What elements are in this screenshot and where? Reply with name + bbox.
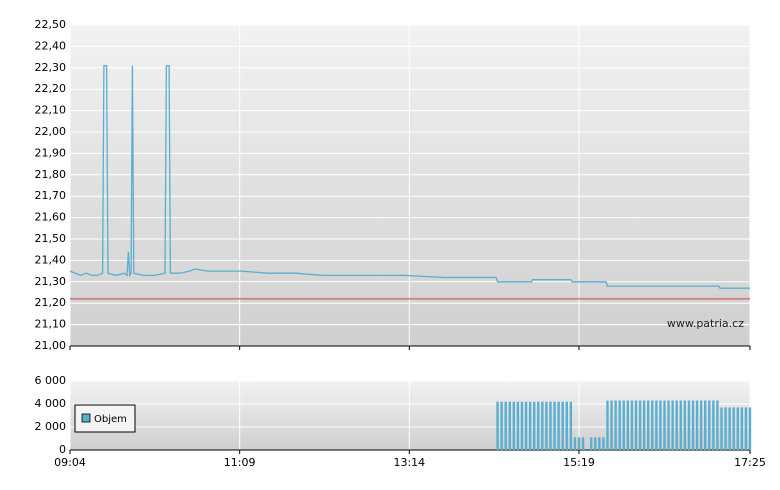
volume-bar xyxy=(537,401,540,450)
y-tick-label: 22,30 xyxy=(35,61,67,74)
volume-bar xyxy=(524,401,528,450)
volume-bar xyxy=(647,400,650,450)
volume-bar xyxy=(651,400,654,450)
volume-bar xyxy=(557,401,560,450)
volume-bar xyxy=(532,401,536,450)
volume-bar xyxy=(687,400,691,450)
price-line xyxy=(69,65,750,289)
volume-bar xyxy=(589,437,593,450)
volume-bar xyxy=(744,407,748,450)
volume-bar xyxy=(724,407,727,450)
y-tick-label: 22,10 xyxy=(35,104,67,117)
legend-swatch xyxy=(81,413,91,423)
volume-bar xyxy=(561,401,564,450)
y-tick-label: 22,00 xyxy=(35,125,67,138)
x-tick-label: 17:25 xyxy=(734,456,766,469)
x-tick-label: 11:09 xyxy=(224,456,256,469)
price-plot-area xyxy=(70,25,750,346)
volume-bar xyxy=(512,401,516,450)
volume-bar xyxy=(659,400,662,450)
volume-bar xyxy=(594,437,597,450)
volume-bar xyxy=(520,401,524,450)
volume-bar xyxy=(748,407,752,450)
volume-bar xyxy=(614,400,617,450)
volume-bar xyxy=(716,400,719,450)
volume-bar xyxy=(720,407,723,450)
y-tick-label: 21,70 xyxy=(35,189,67,202)
y-tick-label: 21,30 xyxy=(35,275,67,288)
volume-bar xyxy=(516,401,520,450)
y-tick-label: 21,00 xyxy=(35,339,67,352)
volume-bar xyxy=(626,400,630,450)
volume-bar xyxy=(642,400,646,450)
volume-bar xyxy=(528,401,532,450)
volume-bar xyxy=(496,401,499,450)
y-tick-label: 22,40 xyxy=(35,39,67,52)
y-tick-label: 21,50 xyxy=(35,232,67,245)
y-tick-label: 21,10 xyxy=(35,318,67,331)
volume-bar xyxy=(736,407,739,450)
volume-bar xyxy=(691,400,695,450)
y-tick-label: 21,80 xyxy=(35,168,67,181)
volume-bar xyxy=(545,401,548,450)
volume-bar xyxy=(581,437,585,450)
volume-bar xyxy=(679,400,682,450)
volume-bar xyxy=(541,401,544,450)
y-tick-label: 21,90 xyxy=(35,146,67,159)
y-tick-label: 6 000 xyxy=(35,374,67,387)
volume-bar xyxy=(630,400,634,450)
volume-bar xyxy=(634,400,638,450)
volume-bar xyxy=(500,401,503,450)
volume-bar xyxy=(728,407,731,450)
y-tick-label: 2 000 xyxy=(35,420,67,433)
x-tick-label: 13:14 xyxy=(393,456,425,469)
x-tick-label: 09:04 xyxy=(54,456,86,469)
volume-bar xyxy=(732,407,735,450)
y-tick-label: 22,20 xyxy=(35,82,67,95)
volume-bar xyxy=(675,400,678,450)
volume-bar xyxy=(602,437,605,450)
volume-bar xyxy=(569,401,573,450)
volume-bar xyxy=(663,400,666,450)
volume-bar xyxy=(704,400,707,450)
volume-bar xyxy=(708,400,711,450)
volume-bar xyxy=(577,437,581,450)
volume-bar xyxy=(683,400,687,450)
volume-bar xyxy=(504,401,507,450)
volume-bar xyxy=(655,400,658,450)
volume-bar xyxy=(740,407,744,450)
legend-label: Objem xyxy=(94,414,127,425)
y-tick-label: 21,20 xyxy=(35,296,67,309)
volume-bar xyxy=(553,401,556,450)
y-tick-label: 4 000 xyxy=(35,397,67,410)
volume-bar xyxy=(638,400,642,450)
volume-bar xyxy=(598,437,601,450)
y-tick-label: 21,60 xyxy=(35,211,67,224)
volume-bar xyxy=(508,401,511,450)
volume-bar xyxy=(699,400,703,450)
volume-bar xyxy=(618,400,621,450)
volume-bar xyxy=(565,401,568,450)
volume-bar xyxy=(549,401,552,450)
volume-bar xyxy=(610,400,613,450)
volume-bar xyxy=(695,400,699,450)
y-tick-label: 22,50 xyxy=(35,18,67,31)
x-tick-label: 15:19 xyxy=(563,456,595,469)
volume-bar xyxy=(573,437,577,450)
volume-bar xyxy=(667,400,670,450)
y-tick-label: 21,40 xyxy=(35,253,67,266)
volume-bar xyxy=(671,400,674,450)
volume-bar xyxy=(606,400,609,450)
watermark: www.patria.cz xyxy=(667,317,744,330)
y-tick-label: 0 xyxy=(59,443,66,456)
volume-bar xyxy=(622,400,625,450)
volume-bar xyxy=(712,400,715,450)
